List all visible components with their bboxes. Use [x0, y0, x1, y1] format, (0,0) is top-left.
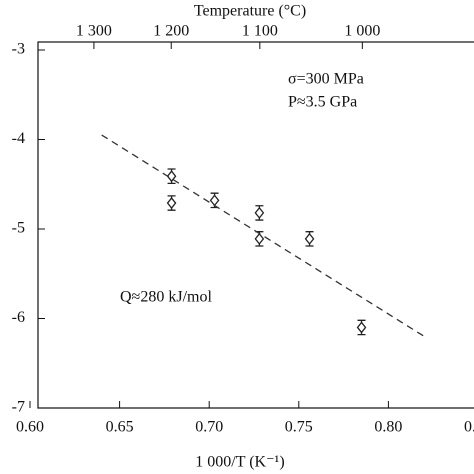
point [356, 321, 367, 334]
x2-tick-label: 1 200 [153, 23, 189, 40]
x2-axis-label: Temperature (°C) [194, 3, 306, 20]
point [209, 194, 220, 207]
annotation: σ=300 MPa [288, 71, 364, 88]
x2-tick-label: 1 300 [76, 23, 112, 40]
y-tick-label: -5 [12, 220, 25, 237]
point [166, 197, 177, 210]
y-tick-label: -3 [12, 41, 25, 58]
y-tick-label: -7 [12, 399, 25, 416]
y-tick-label: -4 [12, 130, 25, 147]
x-axis-label: 1 000/T (K⁻¹) [195, 454, 284, 471]
x-tick-label: 0.85 [464, 419, 474, 436]
x-tick-label: 0.65 [106, 419, 134, 436]
point [254, 206, 265, 219]
x-tick-label: 0.80 [374, 419, 402, 436]
x2-tick-label: 1 100 [242, 23, 278, 40]
point [254, 232, 265, 245]
point [166, 170, 177, 183]
x-tick-label: 0.60 [16, 419, 44, 436]
annotation: Q≈280 kJ/mol [120, 289, 212, 306]
x-tick-label: 0.75 [285, 419, 313, 436]
x2-tick-label: 1 000 [344, 23, 380, 40]
plot-frame [37, 41, 474, 409]
point [304, 232, 315, 245]
x-tick-label: 0.70 [195, 419, 223, 436]
fit-line [101, 134, 425, 337]
annotation: P≈3.5 GPa [288, 94, 357, 111]
y-tick-label: -6 [12, 309, 25, 326]
